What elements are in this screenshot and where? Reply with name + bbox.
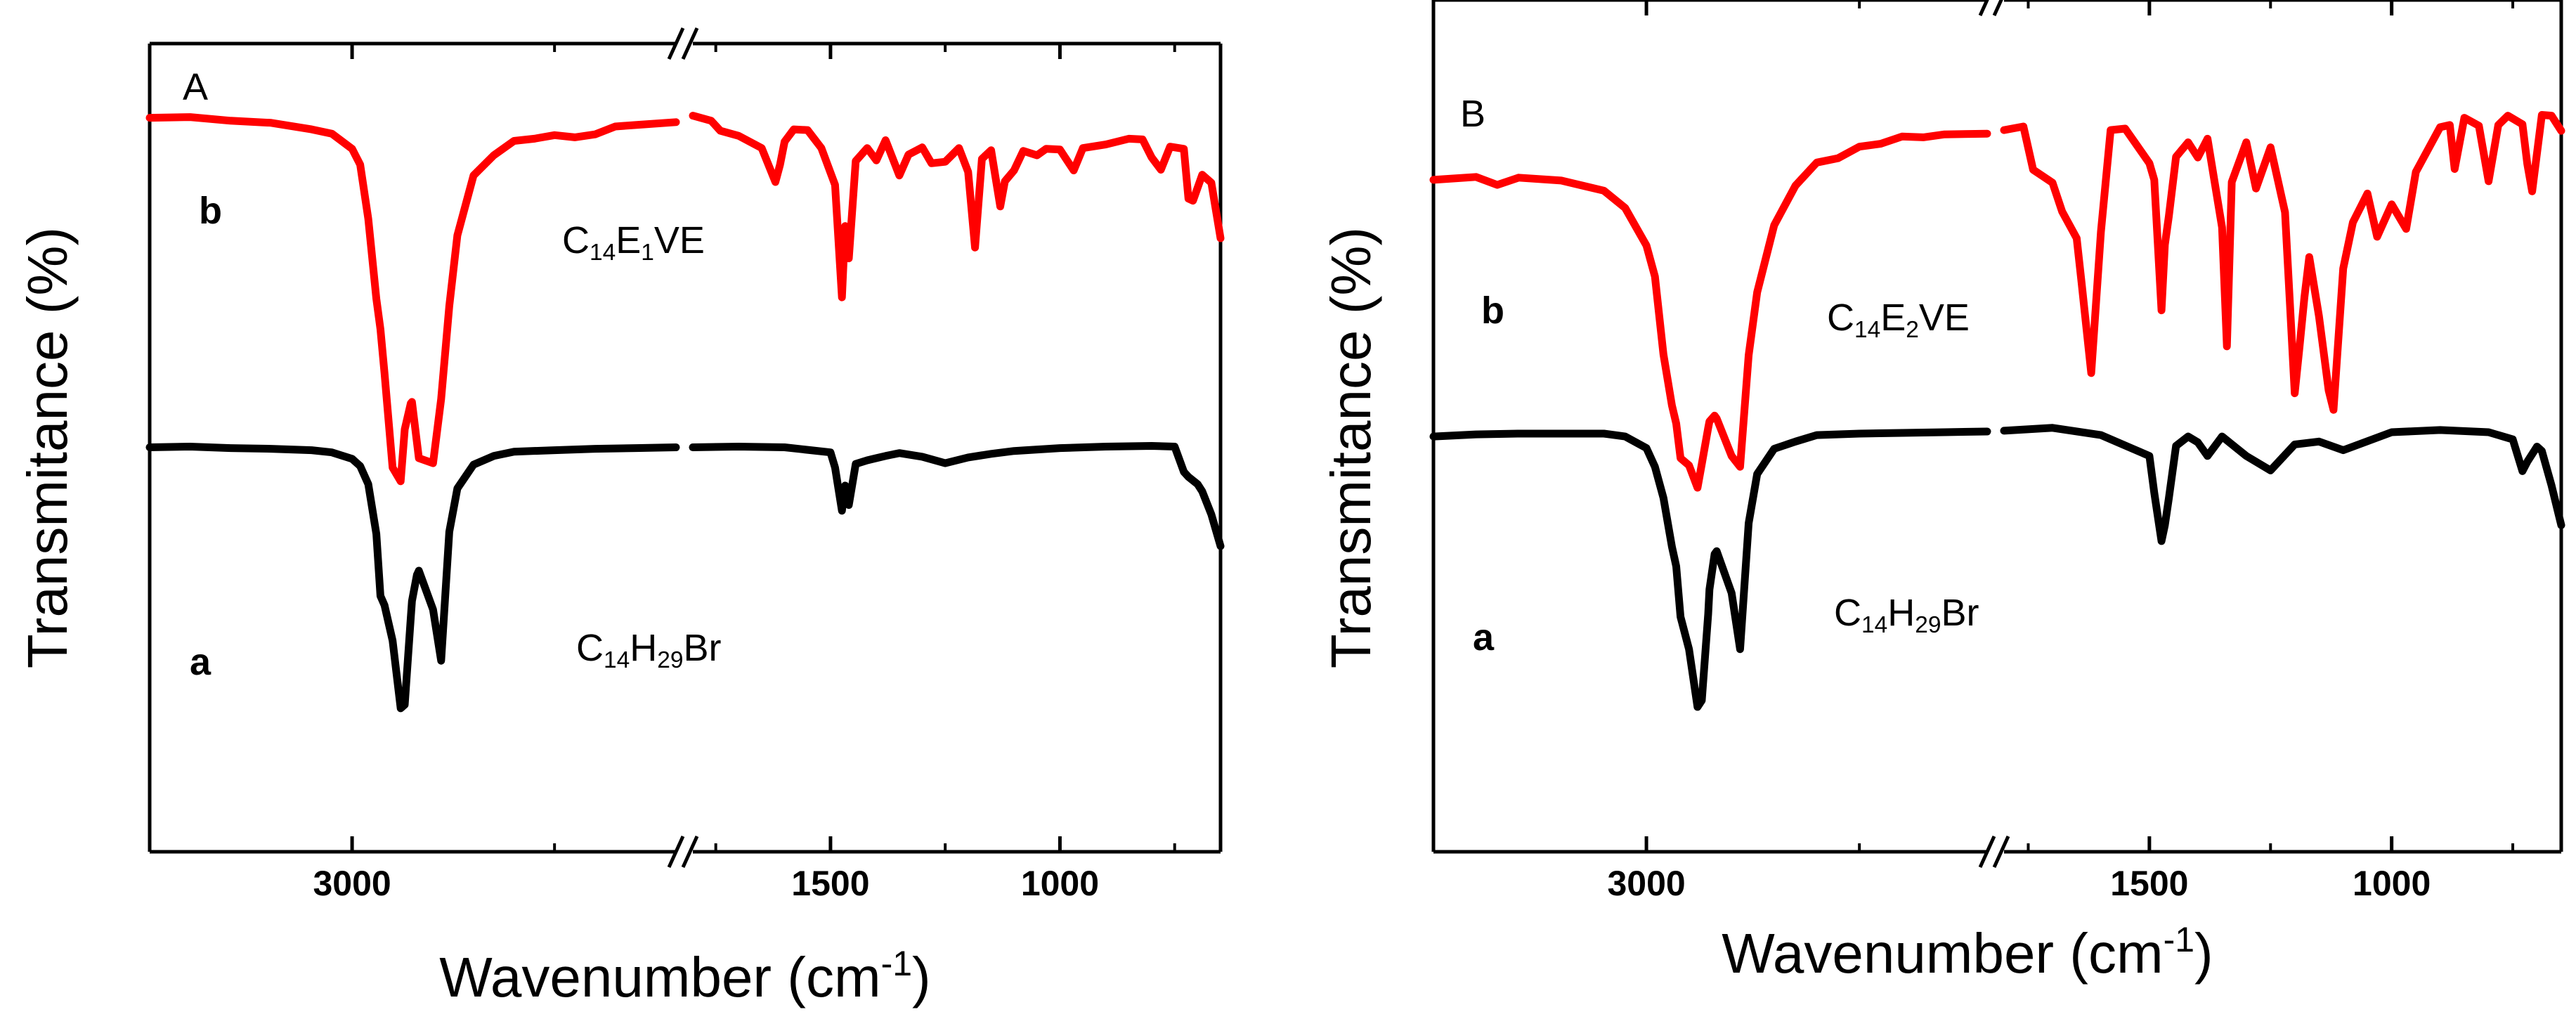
series-a-formula-part: 14 (604, 647, 630, 673)
series-a-letter: a (1473, 616, 1495, 659)
series-a-formula-part: Br (683, 627, 721, 669)
x-axis-label-sup: -1 (2164, 920, 2194, 959)
plot-frame (1431, 0, 2563, 854)
series-b-formula-part: 14 (590, 240, 616, 266)
series-a (145, 442, 1225, 713)
x-axis-label-main: Wavenumber (cm (1722, 922, 2163, 985)
x-axis-label-close: ) (2194, 922, 2213, 985)
series-b-formula-part: C (562, 219, 590, 261)
x-axis-label-sup: -1 (881, 944, 912, 983)
axis-break-mark (1992, 0, 2003, 17)
panel-label: A (183, 66, 208, 108)
series-a-formula-part: Br (1941, 592, 1979, 634)
series-b-formula-part: C (1827, 297, 1854, 339)
plot-frame (148, 41, 1223, 854)
series-b-line (689, 112, 1225, 301)
x-axis-label-main: Wavenumber (cm (439, 946, 880, 1008)
x-tick-label: 1500 (791, 864, 869, 903)
series-b-formula: C14E1VE (562, 219, 705, 266)
x-axis-label: Wavenumber (cm-1) (439, 944, 930, 1008)
y-axis-label: Transmitance (%) (16, 227, 79, 668)
x-tick-label: 1500 (2110, 864, 2188, 903)
series-b-formula-part: 14 (1854, 317, 1880, 343)
series-a-line (2000, 424, 2565, 545)
axis-break-mark (1978, 0, 1989, 17)
x-axis-label: Wavenumber (cm-1) (1722, 920, 2213, 985)
series-b-formula-part: E (616, 219, 641, 261)
series-b-formula-part: 2 (1906, 317, 1919, 343)
y-axis-label: Transmitance (%) (1320, 227, 1382, 668)
axis-break-mark (1992, 835, 2010, 869)
series-b-line (1429, 129, 1991, 492)
series-b-formula: C14E2VE (1827, 297, 1970, 343)
series-b-formula-part: E (1880, 297, 1906, 339)
series-b (145, 112, 1225, 486)
series-a-letter: a (190, 641, 212, 683)
series-b-letter: b (1481, 290, 1504, 332)
axis-break-mark (681, 835, 699, 869)
axis-break-mark (1978, 835, 1996, 869)
series-a-line (689, 442, 1225, 550)
series-b-formula-part: VE (654, 219, 705, 261)
axis-break-mark (667, 835, 685, 869)
series-a-formula: C14H29Br (576, 627, 721, 673)
series-a-formula-part: H (1887, 592, 1915, 634)
series-b-letter: b (199, 190, 222, 232)
series-a-formula-part: 14 (1861, 612, 1887, 638)
x-tick-label: 1000 (1021, 864, 1099, 903)
series-a-line (1429, 427, 1991, 711)
x-tick-label: 3000 (1607, 864, 1685, 903)
axis-break-mark (681, 27, 699, 60)
series-a-formula-part: C (576, 627, 604, 669)
series-a (1429, 424, 2565, 711)
series-b-line (145, 113, 680, 486)
series-b-formula-part: 1 (641, 240, 654, 266)
series-a-formula-part: 29 (1915, 612, 1941, 638)
series-b-line (2000, 111, 2565, 414)
x-tick-label: 3000 (313, 864, 391, 903)
series-b (1429, 111, 2565, 492)
series-a-formula-part: H (630, 627, 657, 669)
axis-break-mark (667, 27, 685, 60)
panel-label: B (1460, 93, 1485, 135)
series-a-formula-part: C (1834, 592, 1861, 634)
series-a-formula-part: 29 (657, 647, 683, 673)
x-axis-label-close: ) (912, 946, 931, 1008)
series-b-formula-part: VE (1919, 297, 1970, 339)
series-a-line (145, 443, 680, 713)
x-tick-label: 1000 (2353, 864, 2431, 903)
series-a-formula: C14H29Br (1834, 592, 1979, 638)
